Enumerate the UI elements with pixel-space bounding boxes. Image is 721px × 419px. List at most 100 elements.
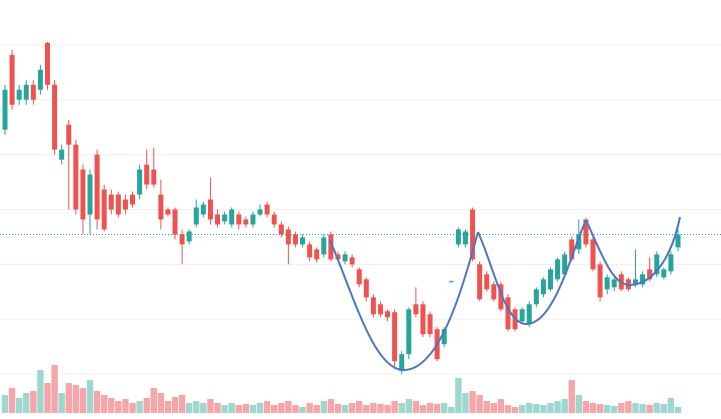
candle-body xyxy=(498,284,504,310)
candle-body xyxy=(647,269,653,280)
candle-body xyxy=(505,297,511,330)
volume-bar xyxy=(278,403,285,413)
volume-bar xyxy=(646,405,653,413)
candle-body xyxy=(314,249,320,260)
volume-bar xyxy=(625,401,632,413)
candle-body xyxy=(151,169,157,185)
volume-bar xyxy=(178,395,186,413)
volume-bar xyxy=(511,407,519,413)
volume-bar xyxy=(193,401,200,413)
candle-body xyxy=(264,204,270,215)
volume-bar xyxy=(122,399,129,413)
volume-bar xyxy=(221,405,228,413)
candle-body xyxy=(23,84,29,100)
volume-bar xyxy=(164,401,172,413)
volume-bar xyxy=(1,395,9,413)
candle-body xyxy=(285,229,291,245)
volume-bar xyxy=(235,405,242,413)
volume-bar xyxy=(433,404,441,413)
candle-body xyxy=(229,209,235,225)
volume-bar xyxy=(391,401,398,413)
volume-bar xyxy=(370,403,377,413)
volume-bar xyxy=(540,405,547,413)
volume-bar xyxy=(469,391,476,413)
cup-pattern xyxy=(329,216,681,372)
volume-bar xyxy=(249,405,257,413)
candle-body xyxy=(108,194,114,210)
candle-body xyxy=(406,309,412,355)
volume-bar xyxy=(589,403,597,413)
candle-body xyxy=(158,194,164,220)
pattern-curve xyxy=(585,216,681,287)
volume-bar xyxy=(476,395,483,413)
volume-bar xyxy=(348,403,356,413)
volume-bar xyxy=(356,401,363,413)
volume-bar xyxy=(334,404,342,413)
volume-bar xyxy=(483,401,490,413)
volume-bar xyxy=(639,404,646,413)
candle-body xyxy=(583,219,589,245)
volume-bar xyxy=(341,405,349,413)
volume-bar xyxy=(23,393,30,413)
volume-bar xyxy=(384,405,391,413)
candle-body xyxy=(392,312,398,362)
volume-bar xyxy=(207,399,214,413)
candle-body xyxy=(576,234,582,250)
candle-body xyxy=(399,354,405,372)
candle-body xyxy=(250,214,256,225)
candle-body xyxy=(661,269,667,278)
candle-body xyxy=(356,269,362,285)
candle-body xyxy=(278,224,284,235)
volume-bar xyxy=(93,391,101,413)
candle-body xyxy=(420,304,426,335)
candle-body xyxy=(236,214,242,225)
candle-body xyxy=(470,209,476,260)
volume-bar xyxy=(533,404,540,413)
volume-bar xyxy=(653,403,660,413)
volume-bar xyxy=(313,405,320,413)
candle-body xyxy=(342,254,348,262)
candle-body xyxy=(292,234,298,245)
volume-bar xyxy=(426,403,434,413)
candle-body xyxy=(604,277,610,290)
candle-body xyxy=(59,149,65,160)
pattern-curve xyxy=(477,219,587,326)
volume-bar xyxy=(86,380,94,413)
candle-body xyxy=(455,229,461,245)
candle-body xyxy=(569,239,575,260)
candle-body xyxy=(668,254,674,272)
candle-body xyxy=(144,164,150,185)
candle-body xyxy=(137,169,143,195)
volume-bar xyxy=(674,407,682,413)
volume-bar xyxy=(263,401,271,413)
candle-body xyxy=(307,244,313,258)
volume-bar xyxy=(603,405,611,413)
candle-body xyxy=(122,199,128,210)
candle-body xyxy=(632,279,638,285)
candle-body xyxy=(73,144,79,210)
candle-body xyxy=(484,274,490,290)
volume-bar xyxy=(363,405,370,413)
volume-bar xyxy=(611,406,618,413)
volume-bar xyxy=(292,405,299,413)
candle-body xyxy=(30,84,36,100)
volume-bar xyxy=(518,405,526,413)
volume-bar xyxy=(554,401,561,413)
volume-bar xyxy=(228,403,235,413)
volume-bar xyxy=(490,403,498,413)
candle-body xyxy=(519,309,525,322)
volume-bar xyxy=(618,403,625,413)
volume-bar xyxy=(72,385,80,413)
volume-bar xyxy=(547,403,554,413)
candle-body xyxy=(9,54,15,105)
volume-bar xyxy=(377,404,384,413)
candle-body xyxy=(165,209,171,215)
volume-bar xyxy=(419,405,427,413)
candle-body xyxy=(215,214,221,225)
candle-body xyxy=(370,297,376,315)
volume-bar xyxy=(632,403,639,413)
candle-body xyxy=(271,214,277,225)
candle-body xyxy=(193,207,199,225)
candle-body xyxy=(491,284,497,300)
